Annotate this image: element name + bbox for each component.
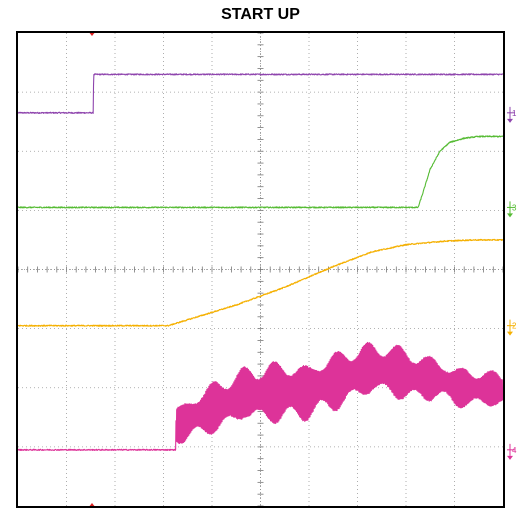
channel-marker-label: 1 — [512, 109, 517, 118]
trace-channel-1 — [17, 73, 504, 114]
channel-marker-3: 3 — [507, 201, 517, 218]
chart-title: START UP — [221, 6, 300, 23]
trace-channel-2 — [17, 238, 504, 327]
plot-frame — [16, 31, 505, 508]
channel-marker-label: 3 — [512, 203, 517, 212]
trace-channel-4 — [17, 341, 504, 451]
channel-marker-arrow — [507, 118, 513, 123]
channel-marker-1: 1 — [507, 106, 517, 123]
channel-marker-label: 2 — [512, 322, 517, 331]
channel-marker-arrow — [507, 213, 513, 218]
channel-marker-label: 4 — [512, 446, 517, 455]
grid — [17, 32, 504, 507]
trace-channel-3 — [17, 135, 504, 209]
channel-marker-arrow — [507, 331, 513, 336]
channel-marker-arrow — [507, 455, 513, 460]
traces — [17, 73, 504, 451]
channel-marker-4: 4 — [507, 443, 517, 460]
channel-marker-2: 2 — [507, 319, 517, 336]
